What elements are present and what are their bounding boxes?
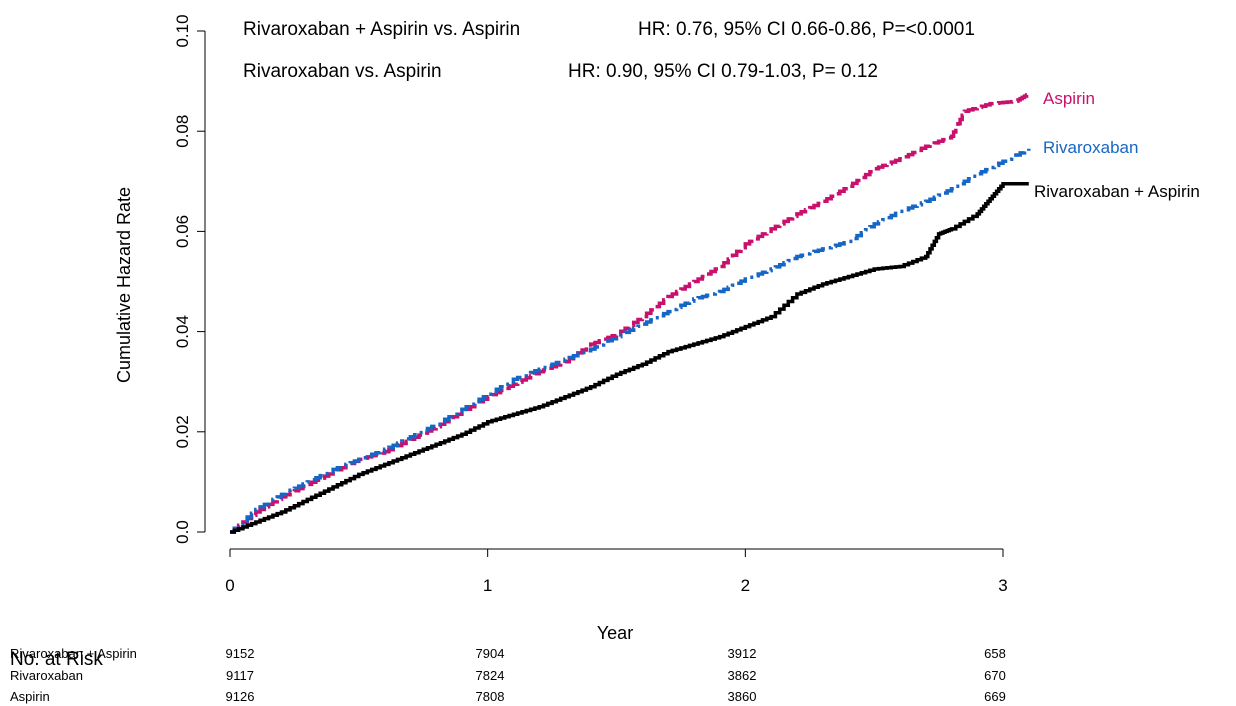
x-tick-label: 2: [741, 576, 750, 595]
series-line-aspirin: [230, 93, 1031, 534]
series-label-rivaroxaban: Rivaroxaban: [1043, 138, 1138, 157]
series-line-rivaroxaban: [230, 148, 1031, 534]
hr-annotations: Rivaroxaban + Aspirin vs. Aspirin HR: 0.7…: [243, 19, 975, 82]
y-axis-label: Cumulative Hazard Rate: [114, 187, 134, 383]
series-label-rivaroxaban-aspirin: Rivaroxaban + Aspirin: [1034, 182, 1200, 201]
x-axis-label: Year: [597, 623, 633, 643]
series-lines: [230, 93, 1031, 534]
annotation-stats: HR: 0.76, 95% CI 0.66-0.86, P=<0.0001: [638, 19, 975, 40]
y-axis: 0.0 0.02 0.04 0.06 0.08 0.10: [173, 14, 206, 544]
y-tick-label: 0.08: [173, 115, 192, 148]
x-tick-label: 1: [483, 576, 492, 595]
series-line-rivaroxaban-aspirin: [230, 182, 1029, 534]
annotation-stats: HR: 0.90, 95% CI 0.79-1.03, P= 0.12: [568, 61, 878, 82]
y-tick-label: 0.04: [173, 315, 192, 348]
annotation-comparison: Rivaroxaban vs. Aspirin: [243, 61, 442, 82]
x-tick-label: 0: [225, 576, 234, 595]
annotation-comparison: Rivaroxaban + Aspirin vs. Aspirin: [243, 19, 520, 40]
y-tick-label: 0.02: [173, 415, 192, 448]
series-labels: Aspirin Rivaroxaban Rivaroxaban + Aspirin: [1034, 89, 1200, 201]
x-axis: 0 1 2 3: [225, 548, 1008, 595]
series-label-aspirin: Aspirin: [1043, 89, 1095, 108]
y-tick-label: 0.06: [173, 215, 192, 248]
x-tick-label: 3: [998, 576, 1007, 595]
y-tick-label: 0.10: [173, 14, 192, 47]
y-tick-label: 0.0: [173, 520, 192, 544]
